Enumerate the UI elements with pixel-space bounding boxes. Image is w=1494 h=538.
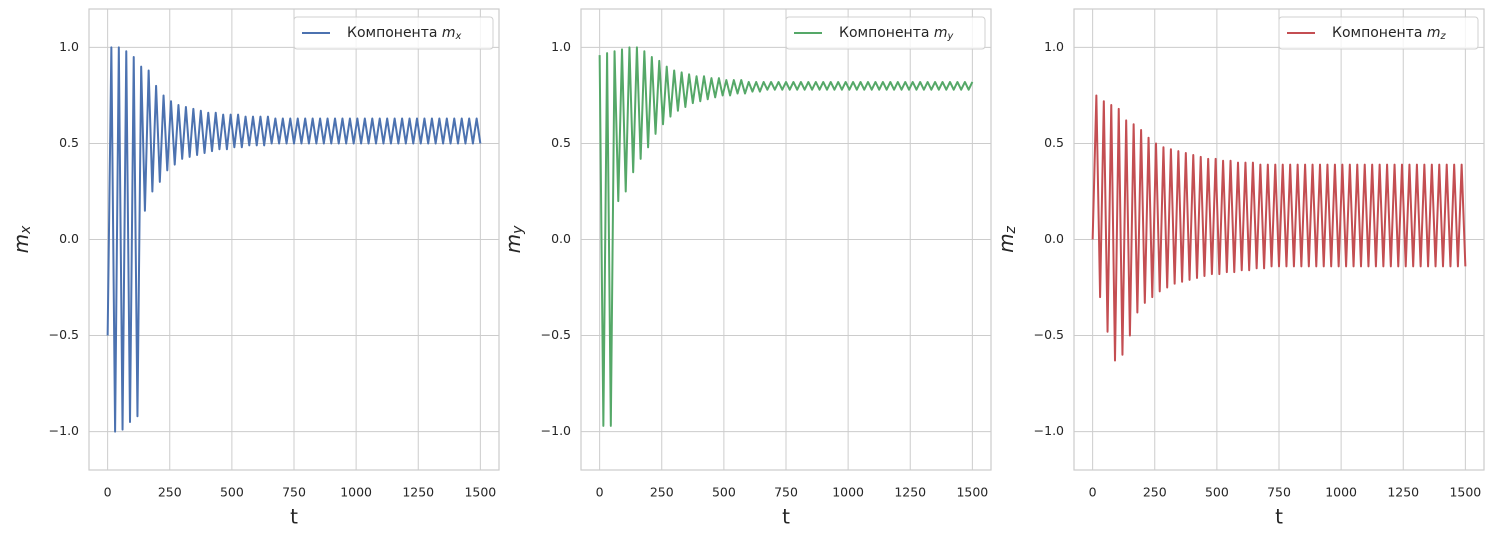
y-tick-label: −1.0 [541,423,571,438]
x-tick-label: 500 [712,485,736,500]
axes-frame [88,8,500,471]
x-tick-label: 1250 [894,485,926,500]
x-tick-label: 250 [158,485,182,500]
y-tick-label: −1.0 [1034,423,1064,438]
legend: Компонента my [785,16,986,50]
x-tick-label: 750 [1267,485,1291,500]
x-tick-label: 750 [282,485,306,500]
x-tick-label: 0 [596,485,604,500]
y-tick-label: 1.0 [551,39,571,54]
legend-box [785,16,986,50]
legend-box [1278,16,1479,50]
legend: Компонента mx [293,16,494,50]
y-tick-label: 1.0 [1044,39,1064,54]
axes-frame [580,8,992,471]
data-line [106,46,482,433]
y-tick-label: −0.5 [1034,327,1064,342]
subplot: −1.0 −0.5 0.0 0.5 1.0 0 250 500 750 1000 1250 1500 t… [9,8,500,529]
x-tick-label: 250 [1143,485,1167,500]
x-tick-label: 1500 [956,485,988,500]
x-tick-label: 1000 [340,485,372,500]
y-tick-label: −1.0 [49,423,79,438]
y-tick-label: −0.5 [541,327,571,342]
x-tick-label: 1500 [464,485,496,500]
y-axis-label: mz [994,225,1020,252]
subplot: −1.0 −0.5 0.0 0.5 1.0 0 250 500 750 1000 1250 1500 t… [501,8,992,529]
x-tick-label: 1250 [402,485,434,500]
x-tick-label: 1000 [832,485,864,500]
x-tick-label: 1000 [1325,485,1357,500]
y-axis-label: mx [9,225,35,253]
x-tick-label: 1250 [1387,485,1419,500]
x-tick-label: 0 [104,485,112,500]
y-tick-label: 0.5 [551,135,571,150]
legend-label: Компонента mz [1332,25,1447,42]
x-tick-label: 500 [220,485,244,500]
subplot: −1.0 −0.5 0.0 0.5 1.0 0 250 500 750 1000 1250 1500 t… [994,8,1485,529]
y-tick-label: 0.0 [1044,231,1064,246]
legend-box [293,16,494,50]
y-tick-label: −0.5 [49,327,79,342]
axes-frame [1073,8,1485,471]
y-tick-label: 0.5 [59,135,79,150]
y-tick-label: 0.5 [1044,135,1064,150]
data-line [1091,94,1467,362]
x-axis-label: t [782,505,790,529]
legend: Компонента mz [1278,16,1479,50]
y-axis-label: my [501,225,527,253]
x-tick-label: 500 [1205,485,1229,500]
x-axis-label: t [1275,505,1283,529]
y-tick-label: 0.0 [551,231,571,246]
x-axis-label: t [290,505,298,529]
x-tick-label: 250 [650,485,674,500]
x-tick-label: 750 [774,485,798,500]
legend-label: Компонента my [839,25,954,42]
x-tick-label: 0 [1089,485,1097,500]
x-tick-label: 1500 [1449,485,1481,500]
y-tick-label: 1.0 [59,39,79,54]
y-tick-label: 0.0 [59,231,79,246]
legend-label: Компонента mx [347,25,462,42]
data-line [598,46,974,427]
